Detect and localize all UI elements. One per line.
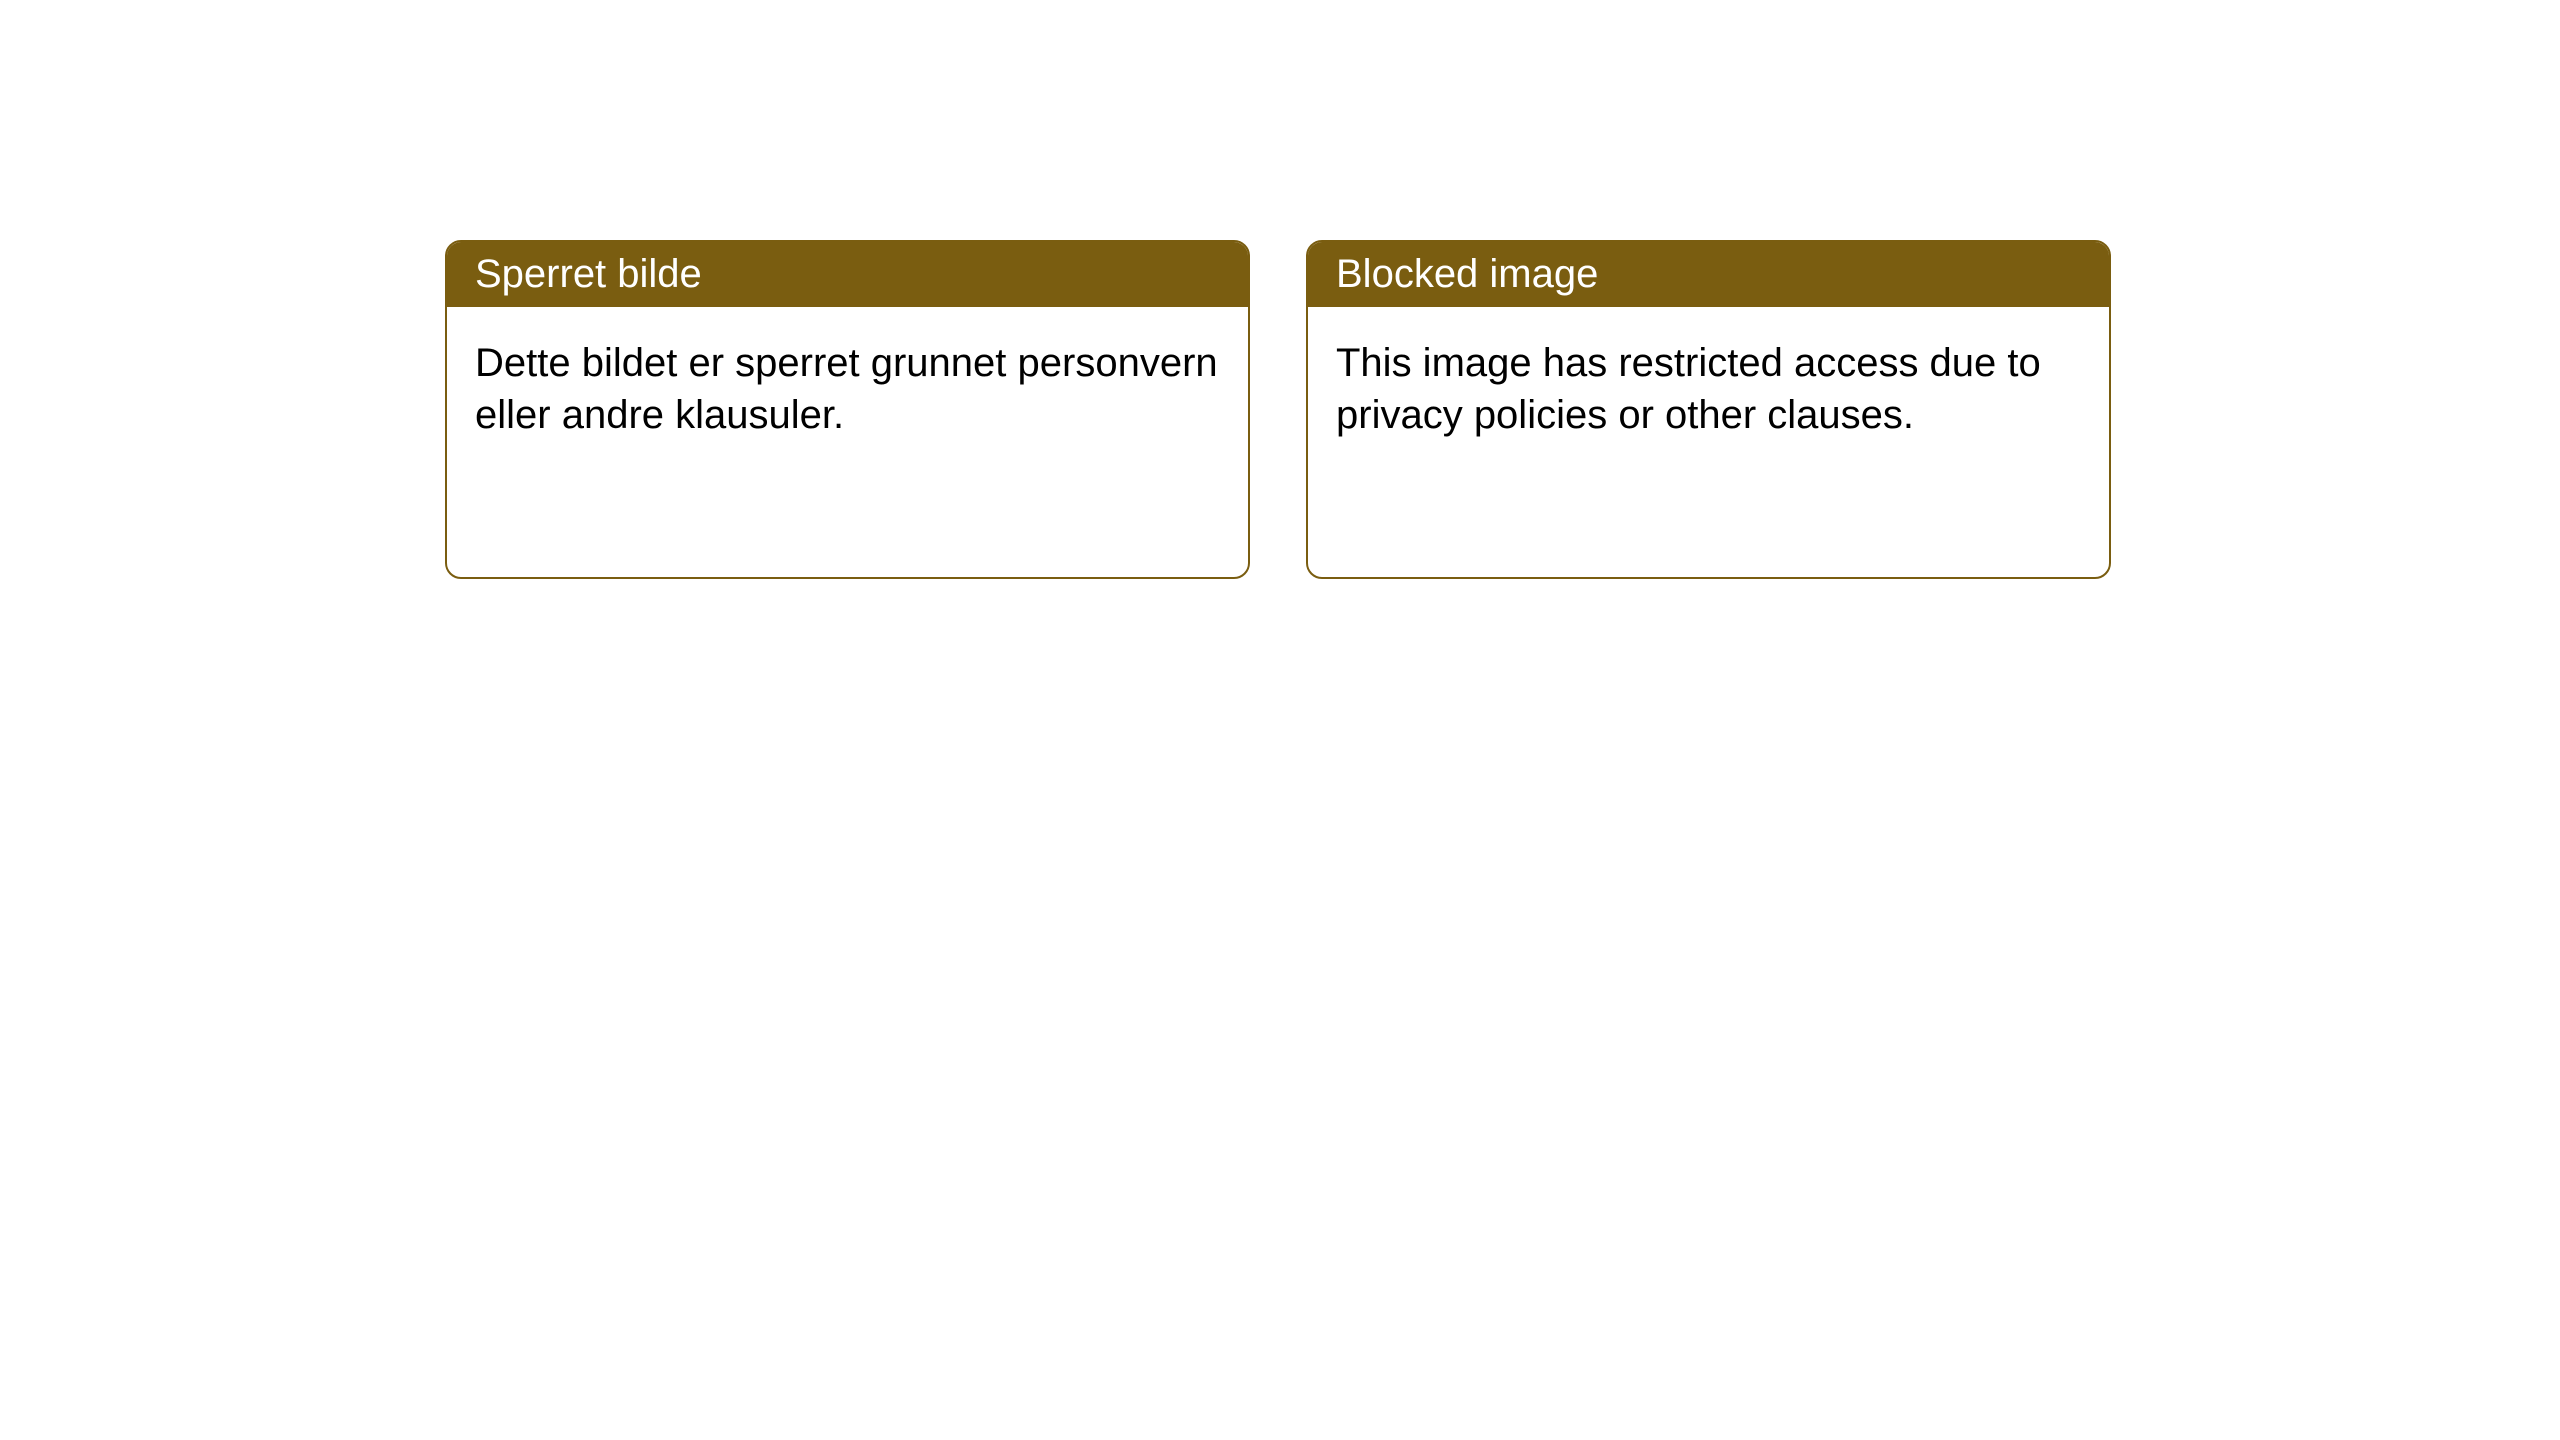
card-header: Sperret bilde (447, 242, 1248, 307)
card-body-text: Dette bildet er sperret grunnet personve… (475, 337, 1220, 441)
card-header: Blocked image (1308, 242, 2109, 307)
card-norwegian: Sperret bilde Dette bildet er sperret gr… (445, 240, 1250, 579)
card-title: Sperret bilde (475, 252, 702, 296)
card-body: This image has restricted access due to … (1308, 307, 2109, 577)
cards-container: Sperret bilde Dette bildet er sperret gr… (445, 240, 2111, 579)
card-english: Blocked image This image has restricted … (1306, 240, 2111, 579)
card-body: Dette bildet er sperret grunnet personve… (447, 307, 1248, 577)
card-body-text: This image has restricted access due to … (1336, 337, 2081, 441)
card-title: Blocked image (1336, 252, 1598, 296)
